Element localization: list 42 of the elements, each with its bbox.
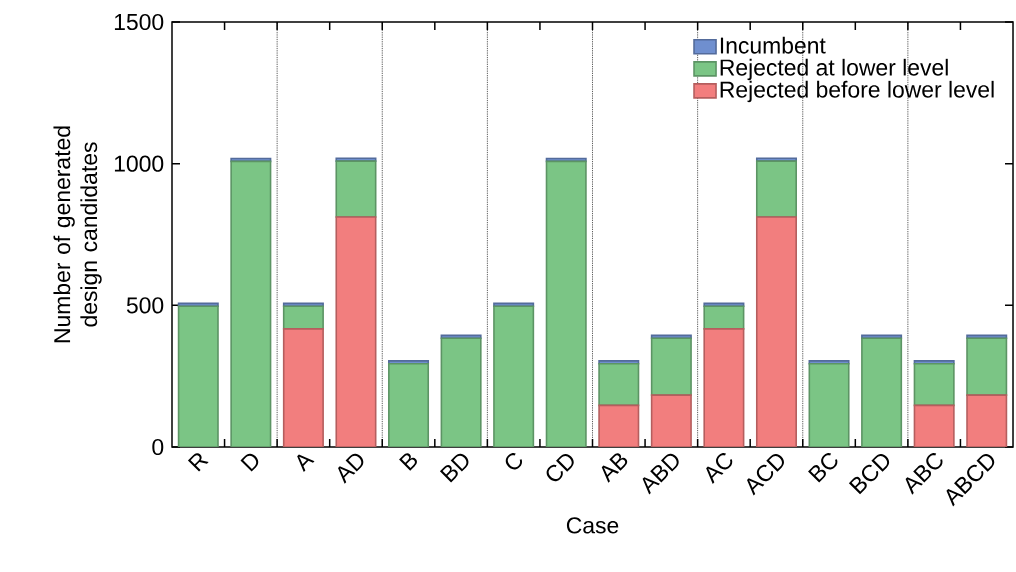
legend-label: Rejected at lower level [720,58,948,81]
y-tick-label: 1000 [114,155,164,172]
bar [755,216,797,447]
y-tick-label: 1500 [114,13,164,31]
bar [966,394,1008,447]
x-tick-label: B [399,453,417,471]
bar [808,362,850,447]
bar [493,305,535,447]
bar [913,404,955,447]
bar [913,362,955,407]
bar [598,362,640,407]
bar [861,337,903,447]
bar [650,337,692,396]
y-axis-title: Number of generated design candidates [53,126,102,343]
bar [335,160,377,218]
bar [230,160,272,447]
x-tick-label: C [505,453,523,470]
bar [650,394,692,447]
bar [966,337,1008,396]
bar [282,328,324,447]
y-tick-label: 500 [126,297,164,314]
x-tick-label: CD [546,454,574,482]
bar [388,362,430,447]
x-tick-label: AC [706,453,733,484]
bar [703,328,745,447]
x-tick-label: A [297,454,315,473]
x-tick-label: BC [808,453,838,483]
y-tick-label: 0 [152,438,164,456]
x-axis-title: Case [566,517,619,534]
bar [335,216,377,447]
x-tick-label: R [187,453,209,472]
bar [598,404,640,447]
bar [545,160,587,447]
bar [177,305,219,447]
bar [440,337,482,447]
legend-label: Incumbent [720,36,826,54]
bar [755,160,797,218]
x-tick-label: BD [439,453,469,483]
legend-label: Rejected before lower level [720,80,994,103]
x-tick-label: AD [338,453,364,484]
x-tick-label: D [240,453,259,472]
x-tick-label: AB [601,453,628,483]
